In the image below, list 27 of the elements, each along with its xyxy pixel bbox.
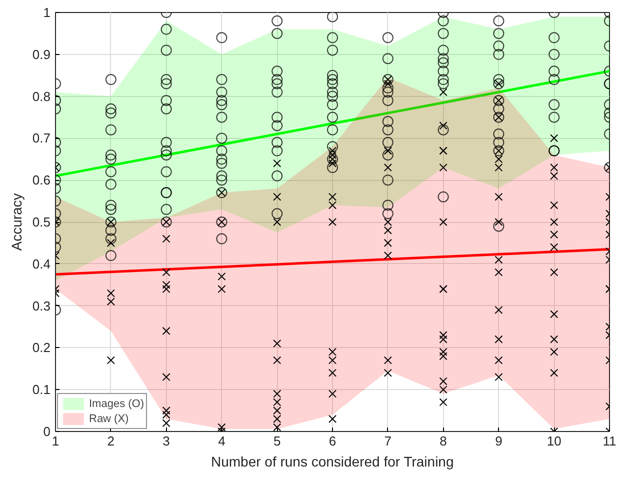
y-tick-label: 1 bbox=[43, 5, 51, 20]
x-tick-label: 2 bbox=[107, 434, 115, 448]
y-axis-title: Accuracy bbox=[8, 193, 24, 251]
y-tick-label: 0.6 bbox=[32, 172, 51, 188]
line-series bbox=[56, 70, 610, 178]
y-tick-label: 0.7 bbox=[32, 130, 51, 146]
y-tick-label: 0.5 bbox=[32, 214, 51, 230]
legend-label: Raw (X) bbox=[89, 412, 129, 426]
y-tick-label: 0.3 bbox=[32, 298, 51, 314]
y-tick-label: 0.2 bbox=[32, 340, 51, 356]
y-tick-label: 0.4 bbox=[32, 256, 51, 272]
y-tick-label: 0.9 bbox=[32, 46, 51, 62]
x-tick-label: 8 bbox=[440, 434, 447, 448]
x-tick-label: 7 bbox=[384, 434, 392, 448]
x-axis-title: Number of runs considered for Training bbox=[210, 454, 454, 470]
x-tick-label: 10 bbox=[546, 434, 562, 448]
x-tick-label: 9 bbox=[495, 434, 502, 448]
y-tick-label: 0.8 bbox=[32, 88, 51, 104]
legend-label: Images (O) bbox=[89, 396, 144, 411]
y-tick-label: 0.1 bbox=[32, 382, 51, 398]
x-tick-label: 3 bbox=[162, 434, 170, 448]
x-tick-label: 6 bbox=[328, 434, 336, 448]
x-tick-label: 5 bbox=[273, 434, 281, 448]
x-tick-label: 11 bbox=[602, 434, 616, 448]
x-tick-label: 4 bbox=[218, 434, 226, 448]
y-tick-label: 0 bbox=[43, 424, 51, 439]
line-series bbox=[56, 248, 610, 276]
